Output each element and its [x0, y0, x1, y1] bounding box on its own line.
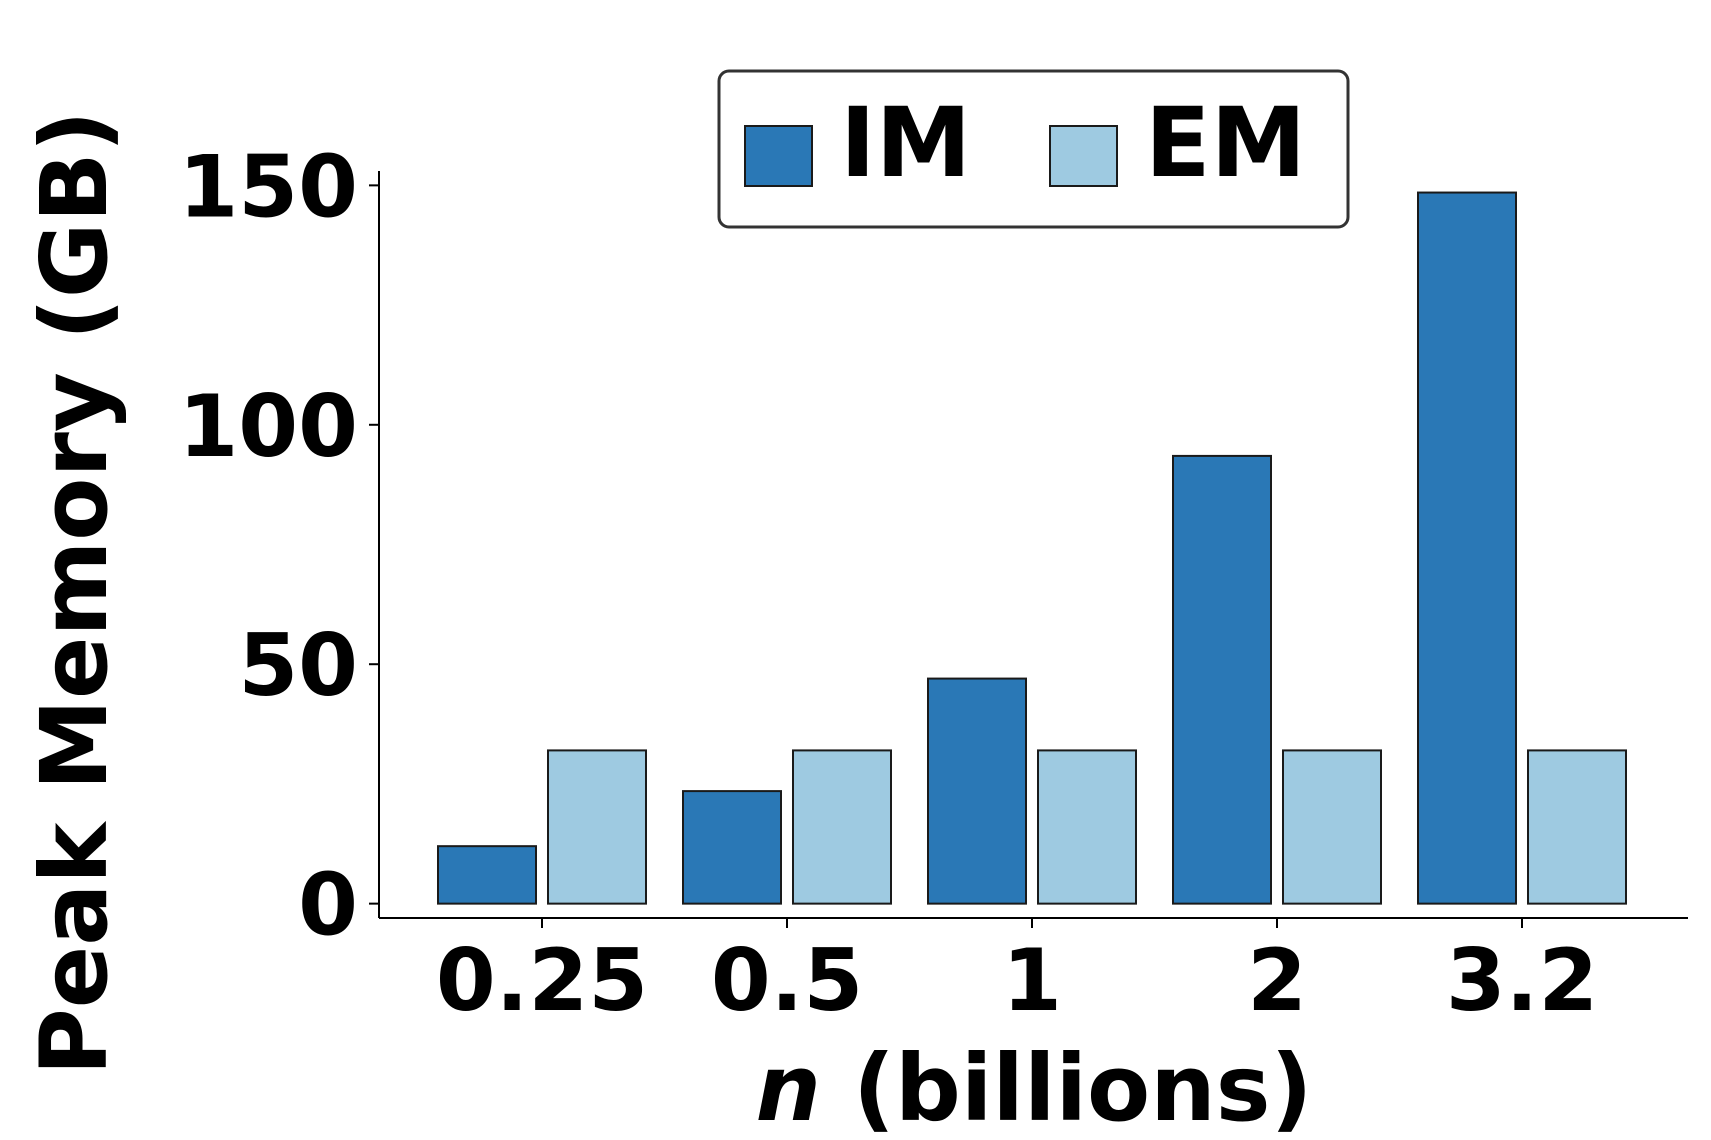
x-tick-label-0.5: 0.5 [711, 931, 863, 1031]
legend-label-im: IM [840, 87, 971, 199]
x-tick-label-1: 1 [1002, 931, 1062, 1031]
y-ticks-group: 0 50 100 150 [178, 137, 379, 956]
x-tick-label-3.2: 3.2 [1446, 931, 1598, 1031]
bar-im-2 [1172, 454, 1272, 905]
legend-label-em: EM [1145, 87, 1306, 199]
bar-im-1 [927, 677, 1027, 905]
legend-frame [717, 69, 1350, 229]
x-tick-label-2: 2 [1247, 931, 1307, 1031]
bar-em-0.5 [792, 749, 892, 905]
bar-em-1 [1037, 749, 1137, 905]
y-tick-label-50: 50 [238, 616, 358, 716]
y-tick-label-150: 150 [178, 137, 358, 237]
bar-im-0.25 [437, 845, 537, 905]
bars-group [437, 191, 1627, 905]
bar-em-0.25 [547, 749, 647, 905]
bar-em-3.2 [1527, 749, 1627, 905]
y-axis-label: Peak Memory (GB) [21, 110, 128, 1075]
x-ticks-group: 0.25 0.5 1 2 3.2 [436, 918, 1598, 1031]
x-tick-label-0.25: 0.25 [436, 931, 648, 1031]
y-tick-label-0: 0 [298, 856, 358, 956]
bar-im-3.2 [1417, 191, 1517, 905]
y-tick-label-100: 100 [178, 377, 358, 477]
bar-im-0.5 [682, 790, 782, 905]
legend-swatch-im [744, 125, 813, 187]
axes-group [378, 171, 1688, 919]
legend-swatch-em [1049, 125, 1118, 187]
bar-em-2 [1282, 749, 1382, 905]
legend: IM EM [717, 69, 1350, 229]
x-axis-label: n (billions) [755, 1035, 1312, 1140]
